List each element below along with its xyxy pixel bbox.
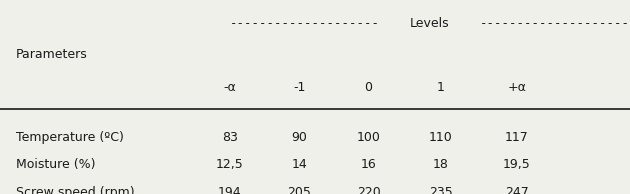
Text: Screw speed (rpm): Screw speed (rpm) bbox=[16, 185, 134, 194]
Text: 110: 110 bbox=[429, 131, 453, 144]
Text: Temperature (ºC): Temperature (ºC) bbox=[16, 131, 123, 144]
Text: -1: -1 bbox=[293, 81, 306, 94]
Text: --------------------: -------------------- bbox=[230, 17, 380, 30]
Text: 0: 0 bbox=[365, 81, 372, 94]
Text: 220: 220 bbox=[357, 185, 381, 194]
Text: 18: 18 bbox=[433, 158, 449, 171]
Text: --------------------: -------------------- bbox=[480, 17, 630, 30]
Text: 194: 194 bbox=[218, 185, 242, 194]
Text: 19,5: 19,5 bbox=[503, 158, 530, 171]
Text: 117: 117 bbox=[505, 131, 529, 144]
Text: Moisture (%): Moisture (%) bbox=[16, 158, 95, 171]
Text: 1: 1 bbox=[437, 81, 445, 94]
Text: 100: 100 bbox=[357, 131, 381, 144]
Text: -α: -α bbox=[224, 81, 236, 94]
Text: +α: +α bbox=[507, 81, 526, 94]
Text: 12,5: 12,5 bbox=[216, 158, 244, 171]
Text: 235: 235 bbox=[429, 185, 453, 194]
Text: 14: 14 bbox=[291, 158, 307, 171]
Text: 83: 83 bbox=[222, 131, 238, 144]
Text: Parameters: Parameters bbox=[16, 48, 88, 61]
Text: 247: 247 bbox=[505, 185, 529, 194]
Text: 90: 90 bbox=[291, 131, 307, 144]
Text: 16: 16 bbox=[360, 158, 376, 171]
Text: Levels: Levels bbox=[410, 17, 450, 30]
Text: 205: 205 bbox=[287, 185, 311, 194]
